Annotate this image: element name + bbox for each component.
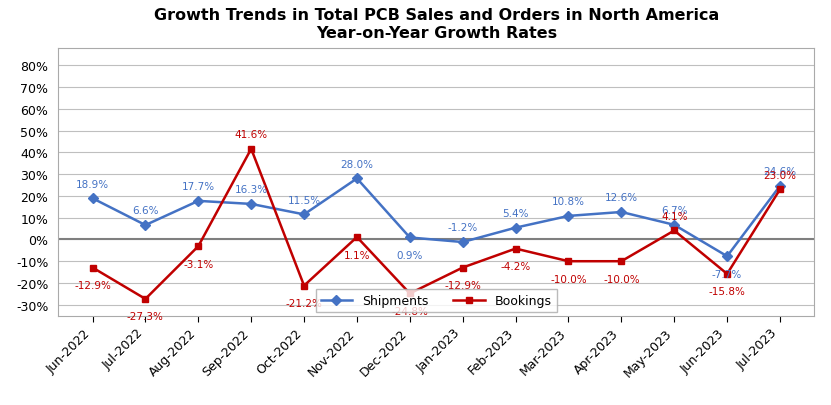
Bookings — [563, 259, 573, 264]
Text: 24.6%: 24.6% — [764, 167, 797, 177]
Bookings — [140, 297, 150, 302]
Text: -3.1%: -3.1% — [183, 259, 214, 269]
Text: -4.2%: -4.2% — [500, 262, 531, 271]
Text: 17.7%: 17.7% — [182, 182, 215, 192]
Text: -10.0%: -10.0% — [550, 274, 587, 284]
Text: 11.5%: 11.5% — [288, 195, 321, 205]
Text: -15.8%: -15.8% — [709, 287, 745, 296]
Text: -24.8%: -24.8% — [391, 306, 428, 316]
Text: 4.1%: 4.1% — [661, 211, 687, 221]
Shipments — [140, 223, 150, 228]
Text: -7.7%: -7.7% — [712, 269, 742, 279]
Text: 41.6%: 41.6% — [234, 130, 268, 140]
Shipments — [669, 223, 679, 228]
Shipments — [87, 196, 97, 201]
Bookings — [352, 235, 362, 240]
Text: 0.9%: 0.9% — [396, 250, 423, 260]
Text: 18.9%: 18.9% — [76, 179, 109, 189]
Text: -10.0%: -10.0% — [603, 274, 640, 284]
Shipments — [775, 184, 785, 189]
Text: 16.3%: 16.3% — [234, 185, 268, 195]
Bookings — [775, 188, 785, 192]
Shipments — [246, 202, 256, 207]
Bookings — [669, 228, 679, 233]
Line: Bookings: Bookings — [89, 146, 784, 303]
Bookings — [722, 272, 732, 277]
Text: 12.6%: 12.6% — [605, 193, 638, 203]
Bookings — [246, 147, 256, 152]
Bookings — [617, 259, 627, 264]
Bookings — [405, 291, 415, 296]
Shipments — [405, 235, 415, 240]
Text: 28.0%: 28.0% — [341, 159, 373, 169]
Shipments — [299, 212, 309, 217]
Bookings — [458, 265, 468, 270]
Shipments — [458, 240, 468, 245]
Text: 1.1%: 1.1% — [344, 250, 370, 260]
Text: -1.2%: -1.2% — [448, 223, 478, 233]
Text: 5.4%: 5.4% — [503, 209, 529, 218]
Shipments — [563, 214, 573, 219]
Bookings — [510, 247, 520, 252]
Text: -12.9%: -12.9% — [445, 280, 481, 290]
Legend: Shipments, Bookings: Shipments, Bookings — [316, 290, 557, 312]
Shipments — [510, 226, 520, 230]
Text: 6.7%: 6.7% — [661, 206, 687, 215]
Text: -12.9%: -12.9% — [74, 280, 111, 290]
Title: Growth Trends in Total PCB Sales and Orders in North America
Year-on-Year Growth: Growth Trends in Total PCB Sales and Ord… — [154, 8, 719, 40]
Shipments — [722, 254, 732, 259]
Text: 10.8%: 10.8% — [552, 197, 585, 207]
Shipments — [194, 199, 204, 204]
Shipments — [617, 210, 627, 215]
Bookings — [299, 284, 309, 288]
Line: Shipments: Shipments — [89, 175, 784, 260]
Bookings — [194, 244, 204, 249]
Shipments — [352, 177, 362, 181]
Bookings — [87, 265, 97, 270]
Text: 6.6%: 6.6% — [132, 206, 159, 216]
Text: 23.0%: 23.0% — [764, 170, 796, 180]
Text: -27.3%: -27.3% — [127, 311, 164, 322]
Text: -21.2%: -21.2% — [286, 298, 322, 308]
